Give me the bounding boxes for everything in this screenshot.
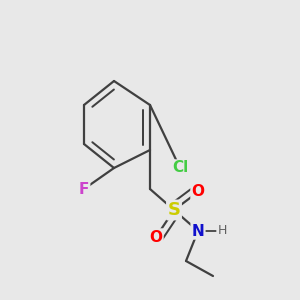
Text: O: O	[191, 184, 205, 200]
Text: F: F	[79, 182, 89, 196]
Text: O: O	[149, 230, 163, 244]
Text: N: N	[192, 224, 204, 238]
Text: Cl: Cl	[172, 160, 188, 175]
Text: S: S	[167, 201, 181, 219]
Text: H: H	[217, 224, 227, 238]
